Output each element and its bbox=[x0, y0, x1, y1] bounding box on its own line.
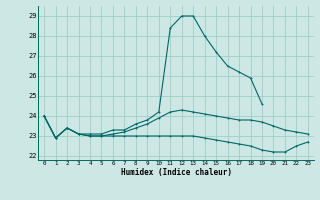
X-axis label: Humidex (Indice chaleur): Humidex (Indice chaleur) bbox=[121, 168, 231, 177]
